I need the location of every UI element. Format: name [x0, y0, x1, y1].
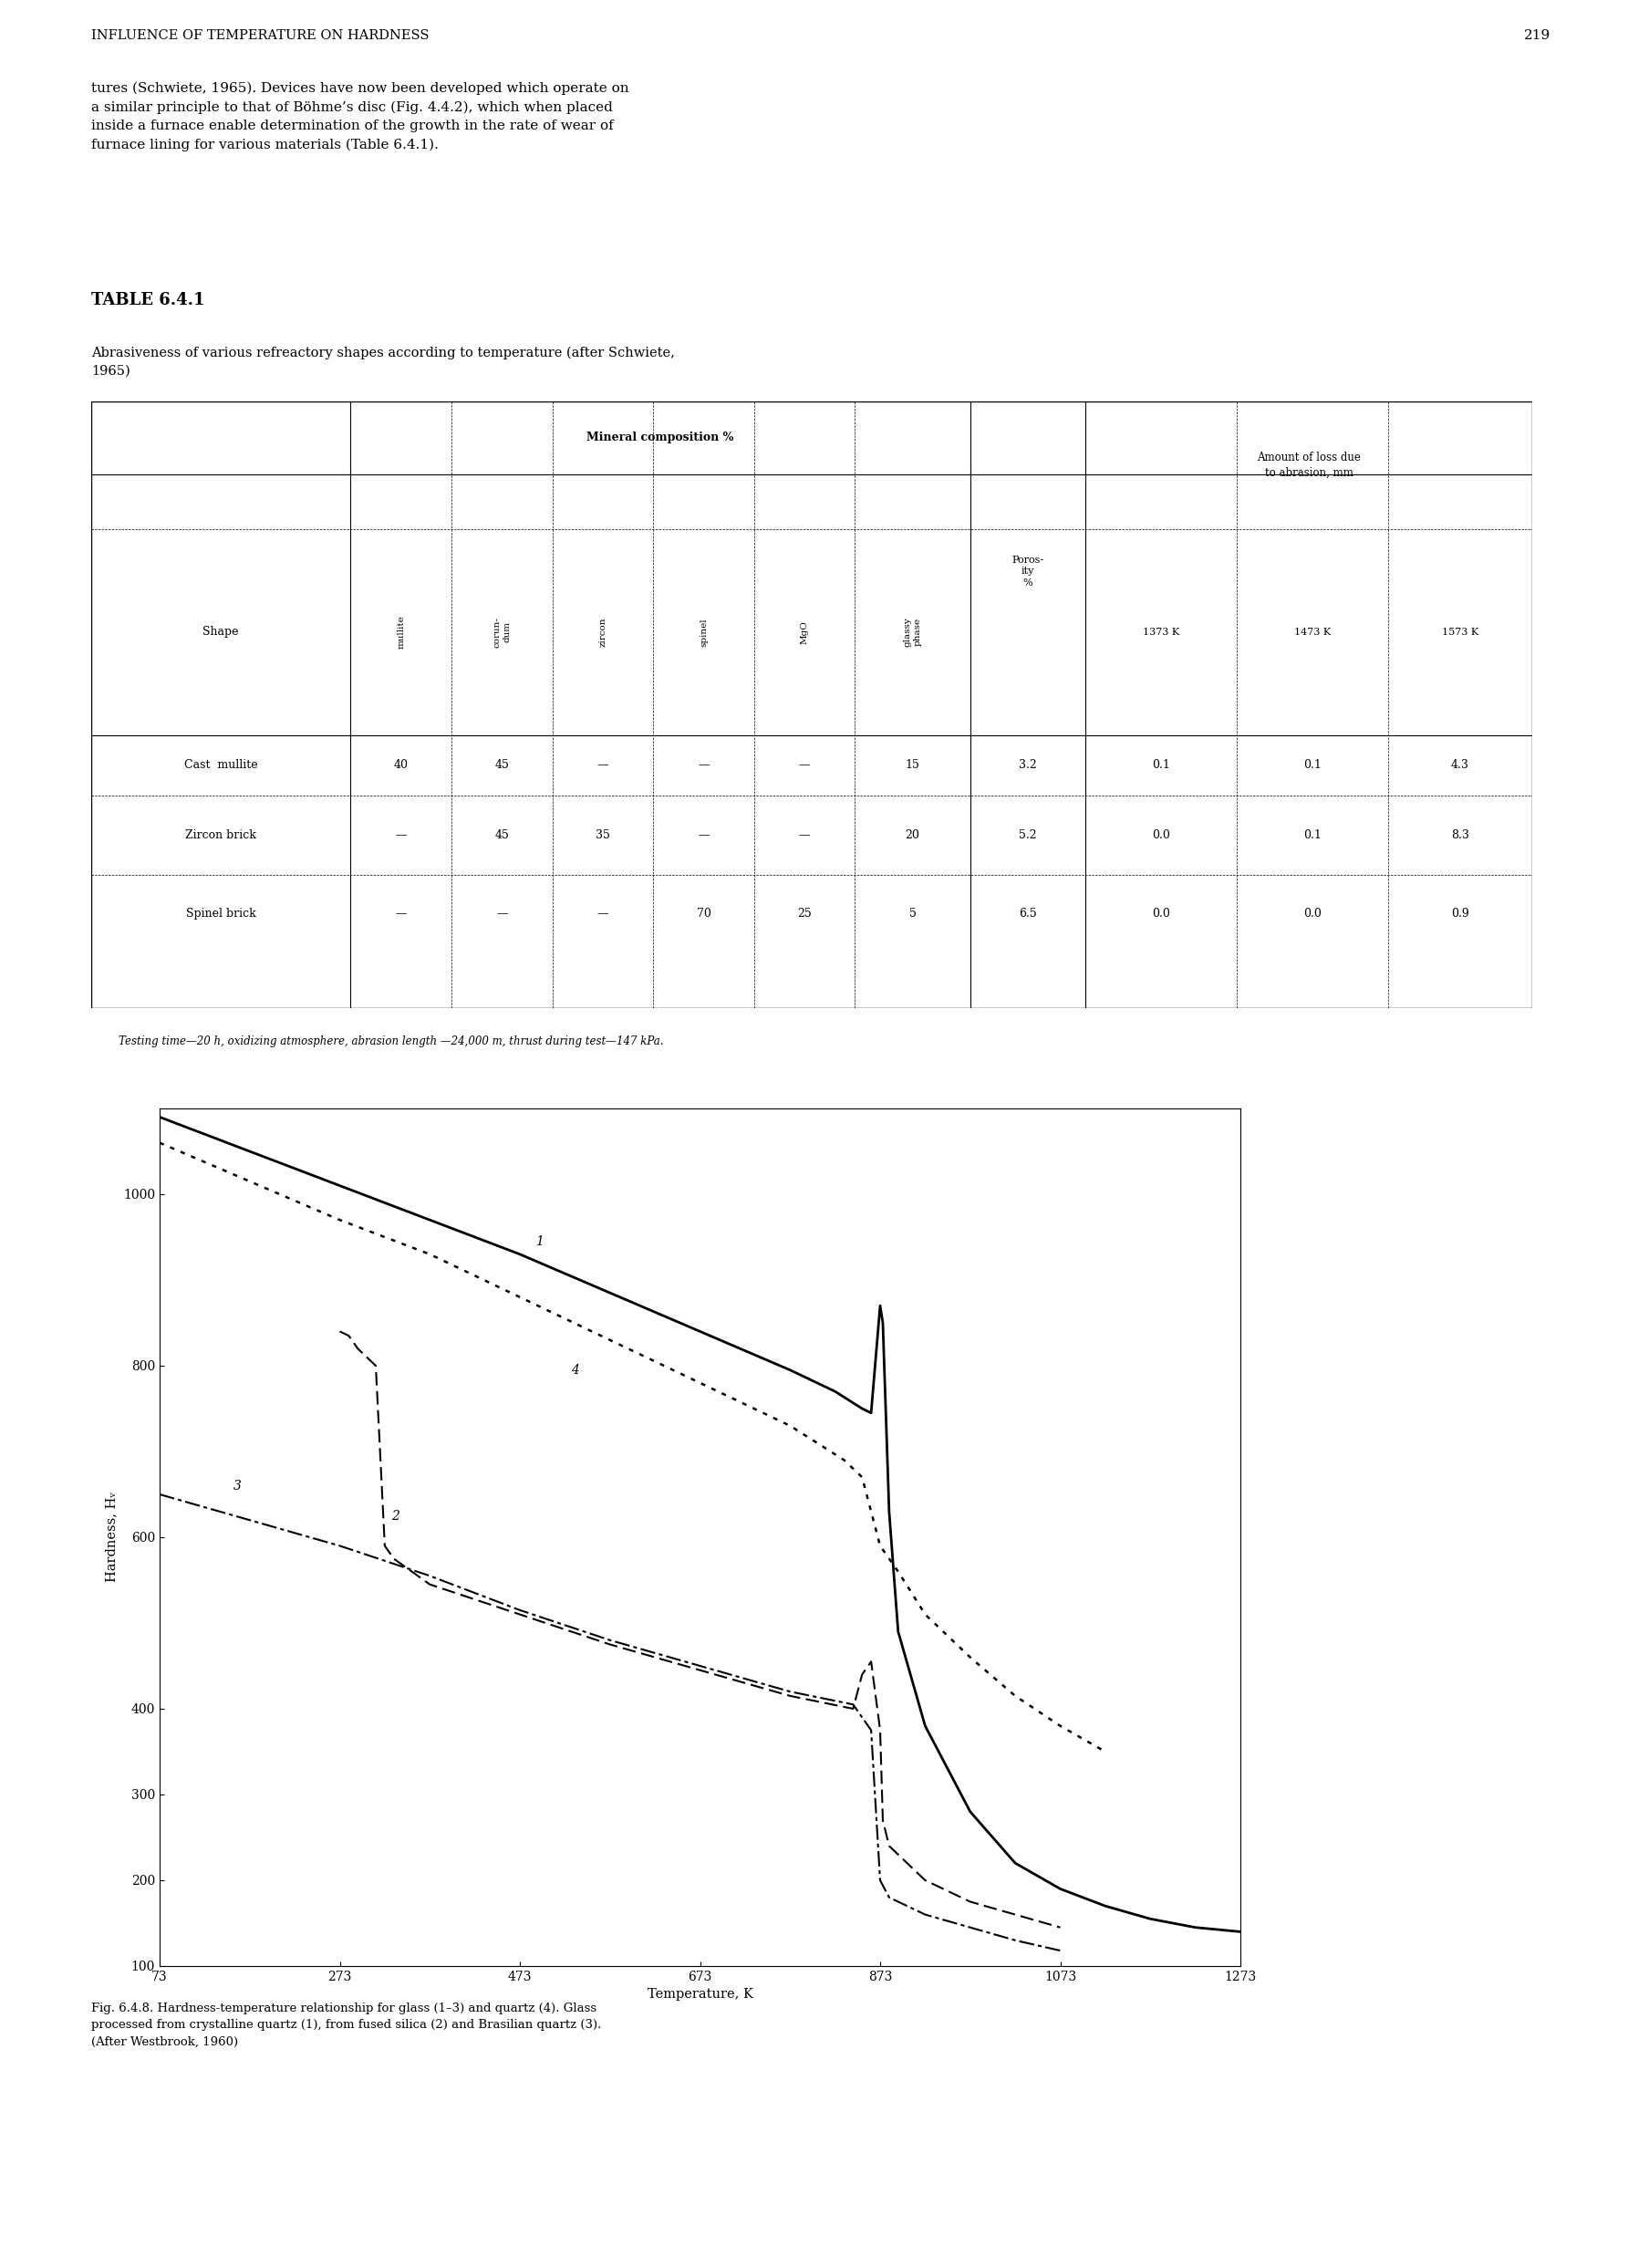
Text: Testing time—20 h, oxidizing atmosphere, abrasion length —24,000 m, thrust durin: Testing time—20 h, oxidizing atmosphere,…: [119, 1036, 664, 1048]
Text: Mineral composition %: Mineral composition %: [586, 431, 734, 445]
Text: 20: 20: [905, 830, 920, 841]
Text: Amount of loss due
to abrasion, mm: Amount of loss due to abrasion, mm: [1257, 451, 1361, 479]
Y-axis label: Hardness, Hᵥ: Hardness, Hᵥ: [106, 1492, 119, 1583]
Text: 0.1: 0.1: [1153, 760, 1171, 771]
Text: glassy
phase: glassy phase: [904, 617, 921, 646]
Text: —: —: [799, 830, 811, 841]
Text: 0.1: 0.1: [1304, 830, 1322, 841]
Text: —: —: [799, 760, 811, 771]
Text: 4.3: 4.3: [1451, 760, 1468, 771]
X-axis label: Temperature, K: Temperature, K: [646, 1989, 752, 2000]
Text: 1573 K: 1573 K: [1442, 628, 1478, 637]
Text: —: —: [698, 830, 710, 841]
Text: 35: 35: [596, 830, 610, 841]
Text: 6.5: 6.5: [1019, 907, 1037, 921]
Text: 45: 45: [495, 760, 510, 771]
Text: 0.0: 0.0: [1153, 907, 1171, 921]
Text: 15: 15: [905, 760, 920, 771]
Text: 0.9: 0.9: [1451, 907, 1468, 921]
Text: —: —: [497, 907, 508, 921]
Text: 0.0: 0.0: [1153, 830, 1171, 841]
Text: —: —: [698, 760, 710, 771]
Text: 0.1: 0.1: [1304, 760, 1322, 771]
Text: 5.2: 5.2: [1019, 830, 1037, 841]
Text: 1: 1: [536, 1236, 544, 1247]
Text: Spinel brick: Spinel brick: [186, 907, 256, 921]
Text: 0.0: 0.0: [1304, 907, 1322, 921]
Text: 219: 219: [1524, 29, 1550, 43]
Text: 3: 3: [233, 1481, 241, 1492]
Text: INFLUENCE OF TEMPERATURE ON HARDNESS: INFLUENCE OF TEMPERATURE ON HARDNESS: [91, 29, 430, 43]
Text: mullite: mullite: [397, 615, 405, 649]
Text: —: —: [396, 830, 407, 841]
Text: Poros-
ity
%: Poros- ity %: [1013, 556, 1044, 587]
Text: 45: 45: [495, 830, 510, 841]
Text: 8.3: 8.3: [1451, 830, 1468, 841]
Text: —: —: [396, 907, 407, 921]
Text: TABLE 6.4.1: TABLE 6.4.1: [91, 293, 205, 308]
Text: 70: 70: [697, 907, 711, 921]
Text: corun-
dum: corun- dum: [493, 617, 511, 646]
Text: 2: 2: [391, 1510, 399, 1522]
Text: Fig. 6.4.8. Hardness-temperature relationship for glass (1–3) and quartz (4). Gl: Fig. 6.4.8. Hardness-temperature relatio…: [91, 2003, 601, 2048]
Text: tures (Schwiete, 1965). Devices have now been developed which operate on
a simil: tures (Schwiete, 1965). Devices have now…: [91, 82, 628, 152]
Text: Cast  mullite: Cast mullite: [184, 760, 257, 771]
Text: 1373 K: 1373 K: [1143, 628, 1180, 637]
Text: zircon: zircon: [599, 617, 607, 646]
Text: MgO: MgO: [801, 619, 809, 644]
Text: spinel: spinel: [700, 617, 708, 646]
Text: 40: 40: [394, 760, 409, 771]
Text: 1473 K: 1473 K: [1294, 628, 1330, 637]
Text: Abrasiveness of various refreactory shapes according to temperature (after Schwi: Abrasiveness of various refreactory shap…: [91, 347, 674, 376]
Text: Shape: Shape: [204, 626, 239, 637]
Text: 4: 4: [571, 1365, 580, 1377]
Text: —: —: [597, 760, 609, 771]
Text: Zircon brick: Zircon brick: [186, 830, 257, 841]
Text: 5: 5: [908, 907, 917, 921]
Text: —: —: [597, 907, 609, 921]
Text: 3.2: 3.2: [1019, 760, 1037, 771]
Text: 25: 25: [798, 907, 812, 921]
